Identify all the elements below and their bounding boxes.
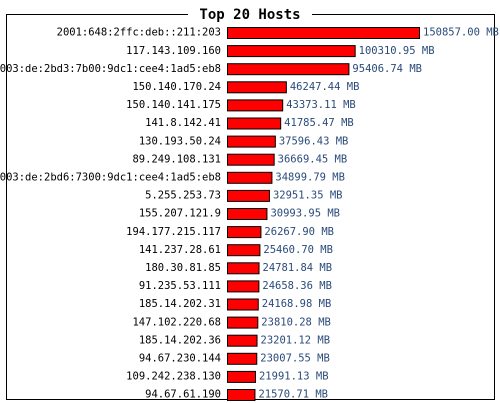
category-label: 141.8.142.41	[145, 117, 221, 129]
bar	[227, 244, 261, 257]
category-label: 94.67.61.190	[145, 389, 221, 401]
bar	[227, 370, 256, 383]
bar	[227, 117, 282, 130]
value-label: 21991.13 MB	[259, 371, 329, 383]
value-label: 32951.35 MB	[273, 190, 343, 202]
category-label: 150.140.141.175	[126, 99, 221, 111]
title-backdrop	[188, 6, 312, 23]
value-label: 95406.74 MB	[352, 63, 422, 75]
bar	[227, 27, 420, 39]
bar	[227, 226, 262, 239]
category-label: 5.255.253.73	[145, 190, 221, 202]
value-label: 43373.11 MB	[286, 99, 356, 111]
value-label: 37596.43 MB	[279, 135, 349, 147]
value-label: 21570.71 MB	[258, 389, 328, 401]
category-label: 94.67.230.144	[139, 353, 221, 365]
value-label: 25460.70 MB	[263, 244, 333, 256]
category-label: 185.14.202.31	[139, 298, 221, 310]
category-label: 194.177.215.117	[126, 226, 221, 238]
category-label: 91.235.53.111	[139, 280, 221, 292]
category-label: 117.143.109.160	[126, 45, 221, 57]
value-label: 150857.00 MB	[423, 27, 499, 39]
value-label: 36669.45 MB	[278, 153, 348, 165]
category-label: 2001:648:2ffc:deb::211:203	[57, 27, 221, 39]
value-label: 26267.90 MB	[264, 226, 334, 238]
bar	[227, 171, 273, 184]
bar	[227, 389, 256, 401]
bar	[227, 189, 270, 202]
value-label: 23007.55 MB	[260, 353, 330, 365]
bar	[227, 208, 268, 220]
value-label: 46247.44 MB	[290, 81, 360, 93]
bar	[227, 316, 259, 329]
category-label: 185.14.202.36	[139, 334, 221, 346]
category-label: 2003:de:2bd6:7300:9dc1:cee4:1ad5:eb8	[0, 172, 221, 184]
chart-title: Top 20 Hosts	[199, 7, 300, 23]
value-label: 23810.28 MB	[261, 316, 331, 328]
category-label: 89.249.108.131	[132, 153, 221, 165]
bar	[227, 280, 260, 293]
value-label: 24168.98 MB	[262, 298, 332, 310]
bar	[227, 99, 284, 112]
category-label: 180.30.81.85	[145, 262, 221, 274]
bar	[227, 298, 259, 311]
value-label: 30993.95 MB	[270, 208, 340, 220]
bar	[227, 81, 287, 94]
category-label: 155.207.121.9	[139, 208, 221, 220]
bar	[227, 63, 350, 76]
category-label: 147.102.220.68	[132, 316, 221, 328]
bar-rows: 2001:648:2ffc:deb::211:203 150857.00 MB11…	[0, 27, 499, 401]
bar	[227, 262, 260, 275]
value-label: 100310.95 MB	[359, 45, 435, 57]
bar	[227, 153, 275, 166]
bar	[227, 334, 258, 347]
value-label: 24658.36 MB	[262, 280, 332, 292]
category-label: 2003:de:2bd3:7b00:9dc1:cee4:1ad5:eb8	[0, 63, 221, 75]
bar	[227, 135, 276, 148]
bar	[227, 45, 356, 58]
category-label: 150.140.170.24	[132, 81, 221, 93]
category-label: 130.193.50.24	[139, 135, 221, 147]
value-label: 24781.84 MB	[263, 262, 333, 274]
value-label: 41785.47 MB	[284, 117, 354, 129]
category-label: 141.237.28.61	[139, 244, 221, 256]
value-label: 34899.79 MB	[275, 172, 345, 184]
bar	[227, 352, 258, 365]
value-label: 23201.12 MB	[261, 334, 331, 346]
category-label: 109.242.238.130	[126, 371, 221, 383]
